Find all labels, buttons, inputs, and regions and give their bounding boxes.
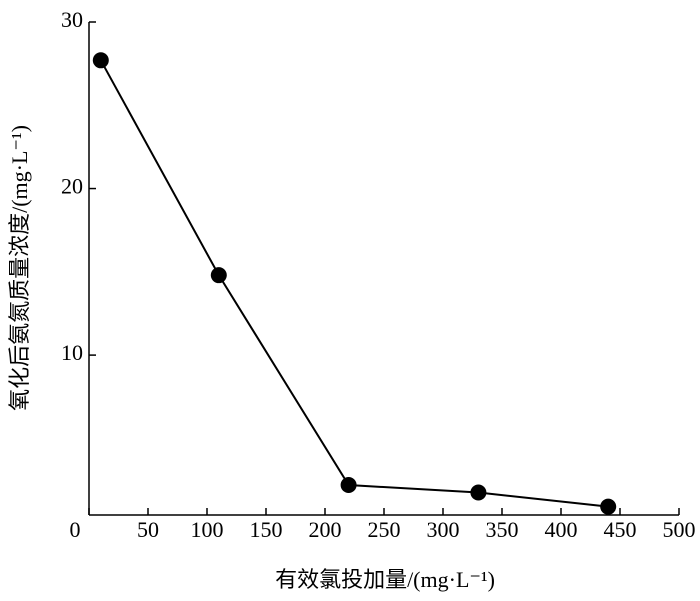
x-axis-title: 有效氯投加量/(mg·L⁻¹) <box>275 567 495 592</box>
y-tick-label: 10 <box>61 340 83 365</box>
data-point <box>210 267 227 284</box>
x-tick-label: 300 <box>427 517 460 542</box>
data-point <box>92 52 109 69</box>
x-tick-label: 400 <box>545 517 578 542</box>
x-tick-label: 450 <box>604 517 637 542</box>
data-point <box>600 498 617 515</box>
x-tick-label: 100 <box>191 517 224 542</box>
y-axis-title: 氧化后氨氮质量浓度/(mg·L⁻¹) <box>7 125 32 411</box>
x-tick-label: 250 <box>368 517 401 542</box>
x-tick-label: 500 <box>663 517 696 542</box>
x-tick-label: 350 <box>486 517 519 542</box>
data-point <box>470 484 487 501</box>
x-tick-label: 200 <box>309 517 342 542</box>
y-tick-label: 20 <box>61 174 83 199</box>
y-tick-label: 30 <box>61 7 83 32</box>
x-tick-label: 150 <box>250 517 283 542</box>
x-tick-label: 50 <box>137 517 159 542</box>
data-point <box>340 477 357 494</box>
x-tick-label: 0 <box>70 517 81 542</box>
data-line <box>99 59 609 508</box>
